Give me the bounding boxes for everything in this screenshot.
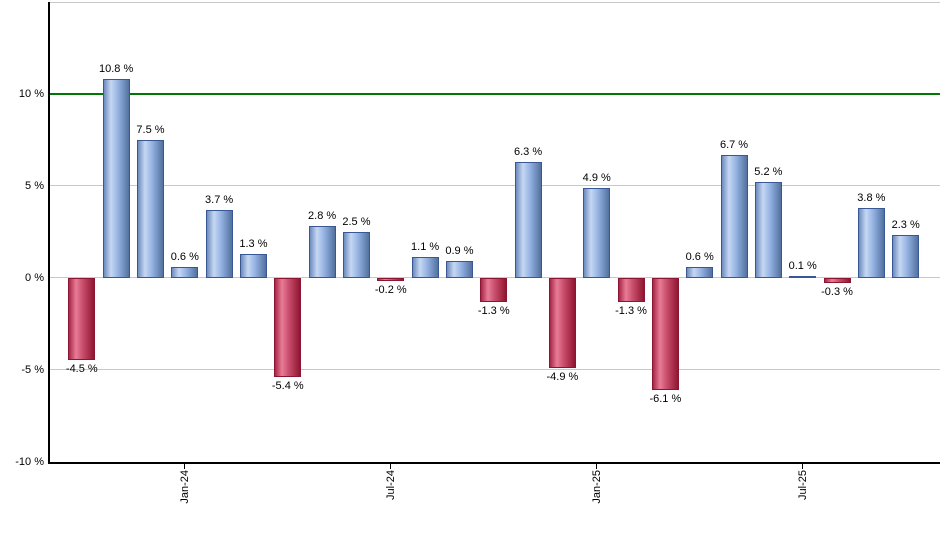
positive-bar [136, 139, 164, 278]
bar-value-label: 5.2 % [754, 166, 783, 179]
x-tick-mark [390, 463, 392, 469]
positive-bar [239, 253, 267, 278]
bar-value-label: -0.3 % [821, 286, 853, 299]
positive-bar [892, 235, 920, 278]
positive-bar [445, 261, 473, 278]
x-tick-mark [596, 463, 598, 469]
negative-bar [548, 277, 576, 368]
bar-value-label: 2.5 % [342, 215, 371, 228]
bar-value-label: 3.7 % [205, 193, 234, 206]
positive-bar [789, 275, 817, 278]
x-tick-label: Jul-24 [384, 469, 397, 500]
bar-value-label: 10.8 % [99, 63, 134, 76]
negative-bar [617, 277, 645, 302]
negative-bar [480, 277, 508, 302]
bar-value-label: 1.3 % [239, 237, 268, 250]
bar-value-label: -4.5 % [65, 363, 98, 376]
bar-value-label: 0.1 % [788, 259, 817, 272]
positive-bar [720, 154, 748, 278]
negative-bar [651, 277, 679, 390]
positive-bar [171, 266, 199, 278]
y-tick-label: 5 % [25, 179, 44, 192]
positive-bar [411, 257, 439, 278]
gridline [47, 369, 940, 371]
positive-bar [102, 79, 130, 278]
x-tick-mark [184, 463, 186, 469]
bar-value-label: 6.3 % [513, 145, 543, 158]
x-axis-line [47, 461, 940, 464]
x-tick-label: Jan-25 [590, 469, 603, 504]
bar-value-label: -5.4 % [271, 379, 304, 392]
x-tick-label: Jul-25 [796, 469, 809, 500]
bar-value-label: -6.1 % [649, 392, 682, 405]
bar-value-label: -1.3 % [615, 304, 647, 317]
bar-value-label: -0.2 % [374, 284, 407, 297]
y-tick-label: 10 % [18, 87, 44, 100]
x-tick-mark [802, 463, 804, 469]
positive-bar [205, 209, 233, 278]
x-tick-label: Jan-24 [178, 469, 191, 504]
gridline [47, 1, 940, 3]
positive-bar [342, 231, 370, 278]
y-axis-line [47, 2, 50, 464]
bar-value-label: 4.9 % [582, 171, 611, 184]
positive-bar [686, 266, 714, 278]
bar-value-label: 0.6 % [685, 250, 714, 263]
negative-bar [377, 277, 405, 282]
y-tick-label: -10 % [15, 455, 44, 468]
bar-value-label: 2.8 % [308, 210, 337, 223]
bar-value-label: 2.3 % [891, 219, 920, 232]
y-tick-label: 0 % [25, 271, 44, 284]
bar-value-label: 1.1 % [411, 241, 440, 254]
bar-value-label: 7.5 % [136, 123, 165, 136]
gridline [47, 185, 940, 187]
reference-line [47, 92, 940, 95]
bar-value-label: -1.3 % [477, 304, 510, 317]
positive-bar [754, 182, 782, 278]
negative-bar [823, 277, 851, 284]
negative-bar [274, 277, 302, 377]
bar-value-label: -4.9 % [546, 370, 579, 383]
bar-value-label: 6.7 % [719, 138, 749, 151]
bar-value-label: 3.8 % [857, 191, 886, 204]
y-tick-label: -5 % [21, 363, 44, 376]
bar-value-label: 0.6 % [170, 250, 199, 263]
positive-bar [514, 161, 542, 278]
positive-bar [308, 226, 336, 278]
negative-bar [68, 277, 96, 361]
positive-bar [857, 207, 885, 278]
bar-value-label: 0.9 % [445, 245, 474, 258]
positive-bar [583, 187, 611, 278]
